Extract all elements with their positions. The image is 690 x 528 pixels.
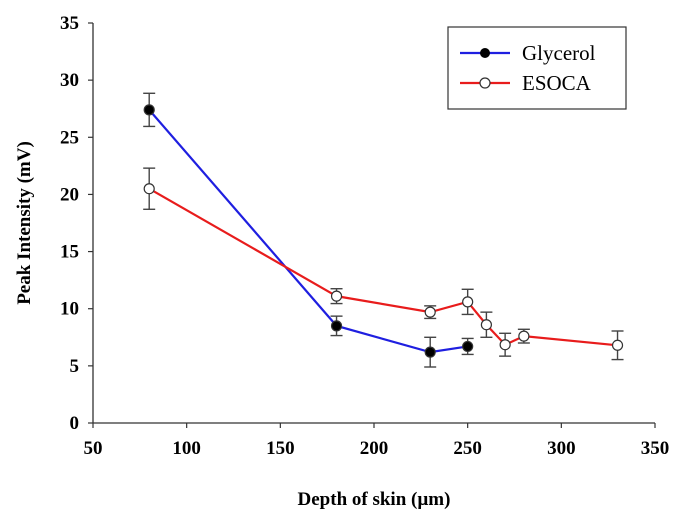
y-tick-label: 5 (70, 356, 80, 377)
x-axis-label: Depth of skin (µm) (298, 489, 451, 510)
axes: 0 5 10 15 20 25 30 35 50 100 150 200 250 300 350 (60, 13, 669, 459)
y-tick-label: 15 (60, 242, 79, 263)
y-axis-label: Peak Intensity (mV) (14, 141, 35, 305)
glycerol-point (462, 340, 474, 353)
x-tick-label: 250 (453, 438, 482, 459)
legend-esoca-label: ESOCA (522, 71, 592, 95)
esoca-line (148, 187, 618, 347)
glycerol-point (143, 104, 155, 116)
esoca-point (424, 306, 436, 318)
x-tick-label: 150 (266, 438, 295, 459)
legend: Glycerol ESOCA (447, 26, 627, 110)
esoca-point (518, 330, 530, 342)
glycerol-line (148, 109, 468, 354)
y-tick-label: 25 (60, 127, 79, 148)
x-tick-label: 200 (360, 438, 389, 459)
series-glycerol (143, 92, 474, 368)
y-tick-label: 20 (60, 184, 79, 205)
esoca-point (330, 290, 343, 302)
glycerol-point (330, 320, 343, 332)
y-tick-label: 35 (60, 13, 79, 34)
esoca-point (462, 296, 474, 308)
legend-box (447, 26, 627, 110)
y-tick-label: 10 (60, 299, 79, 320)
esoca-point (499, 339, 511, 351)
series-layer (143, 92, 624, 368)
x-tick-label: 350 (641, 438, 670, 459)
y-tick-label: 0 (70, 413, 80, 434)
legend-glycerol-label: Glycerol (522, 41, 596, 65)
series-esoca (143, 167, 624, 361)
legend-esoca-marker (479, 77, 491, 89)
esoca-point (480, 319, 492, 331)
y-tick-label: 30 (60, 70, 79, 91)
x-tick-label: 100 (172, 438, 201, 459)
esoca-point (143, 183, 155, 195)
esoca-point (611, 339, 624, 351)
legend-glycerol-marker (480, 48, 490, 58)
x-tick-label: 300 (547, 438, 576, 459)
x-tick-label: 50 (84, 438, 103, 459)
glycerol-point (424, 346, 436, 358)
